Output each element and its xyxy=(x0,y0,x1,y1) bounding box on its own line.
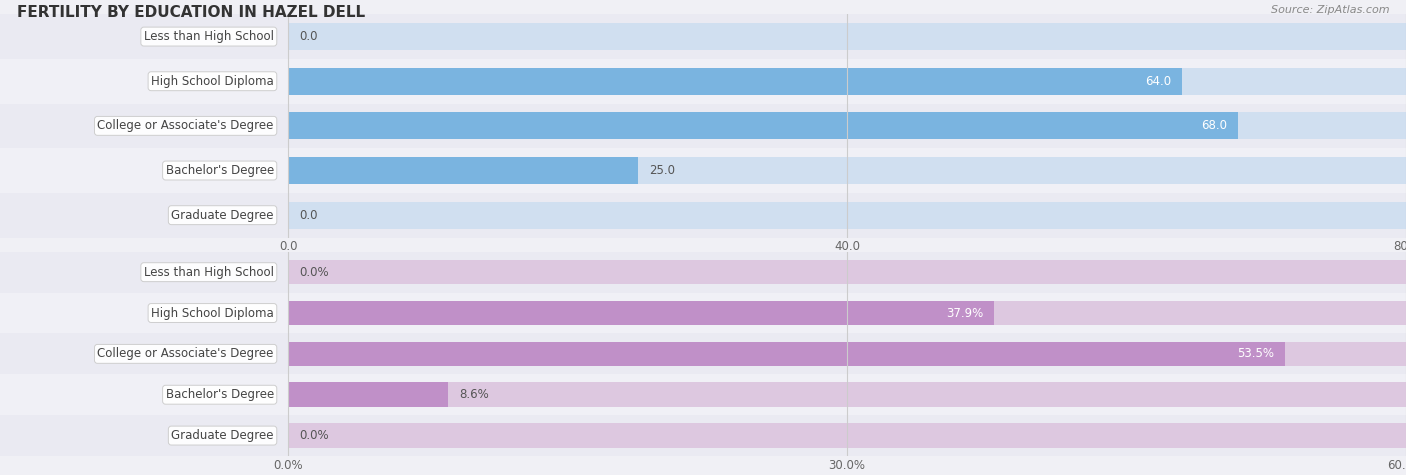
Bar xyxy=(0,333,1406,374)
Bar xyxy=(0,14,1406,59)
Text: Less than High School: Less than High School xyxy=(143,266,274,279)
Text: High School Diploma: High School Diploma xyxy=(150,306,274,320)
Bar xyxy=(0,59,1406,104)
Text: Source: ZipAtlas.com: Source: ZipAtlas.com xyxy=(1271,5,1389,15)
Text: Bachelor's Degree: Bachelor's Degree xyxy=(166,164,274,177)
Bar xyxy=(288,68,1406,95)
Bar xyxy=(288,301,1406,325)
Text: 68.0: 68.0 xyxy=(1201,119,1227,133)
Bar xyxy=(0,193,1406,238)
Bar xyxy=(0,104,1406,148)
Bar xyxy=(288,382,449,407)
Text: 0.0%: 0.0% xyxy=(299,266,329,279)
Text: Bachelor's Degree: Bachelor's Degree xyxy=(166,388,274,401)
Text: 64.0: 64.0 xyxy=(1144,75,1171,88)
Bar xyxy=(0,252,1406,293)
Bar xyxy=(288,202,1406,228)
Text: Less than High School: Less than High School xyxy=(143,30,274,43)
Bar xyxy=(288,23,1406,50)
Bar xyxy=(288,113,1239,139)
Text: College or Associate's Degree: College or Associate's Degree xyxy=(97,119,274,133)
Text: Graduate Degree: Graduate Degree xyxy=(172,429,274,442)
Bar xyxy=(288,423,1406,448)
Text: FERTILITY BY EDUCATION IN HAZEL DELL: FERTILITY BY EDUCATION IN HAZEL DELL xyxy=(17,5,366,20)
Bar xyxy=(288,301,994,325)
Text: High School Diploma: High School Diploma xyxy=(150,75,274,88)
Text: 8.6%: 8.6% xyxy=(460,388,489,401)
Bar xyxy=(288,157,1406,184)
Bar xyxy=(288,157,637,184)
Bar xyxy=(288,113,1406,139)
Text: College or Associate's Degree: College or Associate's Degree xyxy=(97,347,274,361)
Bar xyxy=(288,342,1406,366)
Bar xyxy=(0,148,1406,193)
Bar xyxy=(288,342,1285,366)
Text: 37.9%: 37.9% xyxy=(946,306,983,320)
Text: 25.0: 25.0 xyxy=(648,164,675,177)
Bar xyxy=(288,382,1406,407)
Bar xyxy=(288,260,1406,285)
Text: 0.0: 0.0 xyxy=(299,209,318,222)
Bar xyxy=(0,374,1406,415)
Bar xyxy=(0,415,1406,456)
Text: Graduate Degree: Graduate Degree xyxy=(172,209,274,222)
Bar xyxy=(288,68,1182,95)
Text: 53.5%: 53.5% xyxy=(1237,347,1274,361)
Text: 0.0%: 0.0% xyxy=(299,429,329,442)
Text: 0.0: 0.0 xyxy=(299,30,318,43)
Bar xyxy=(0,293,1406,333)
